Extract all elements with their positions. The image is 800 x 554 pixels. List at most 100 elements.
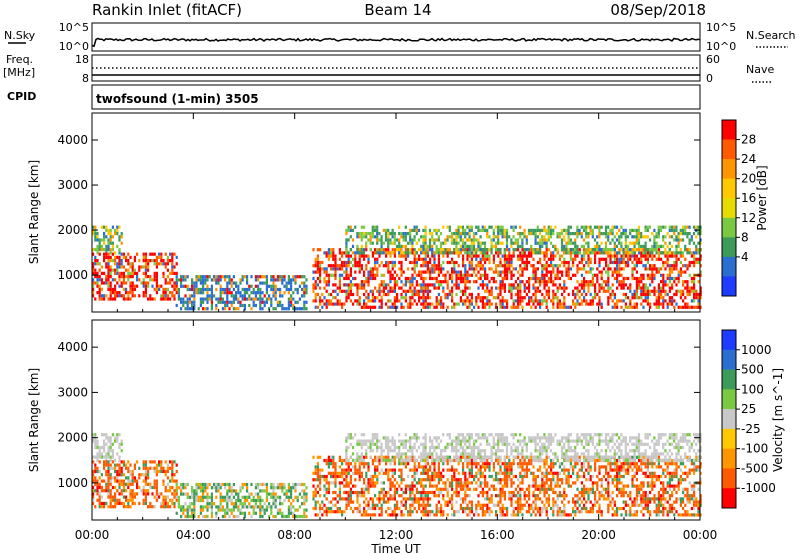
echo-cell bbox=[618, 257, 621, 261]
echo-cell bbox=[254, 486, 257, 490]
echo-cell bbox=[347, 254, 350, 258]
echo-cell bbox=[122, 479, 125, 483]
echo-cell bbox=[451, 286, 454, 290]
echo-cell bbox=[182, 284, 185, 288]
echo-cell bbox=[224, 307, 227, 311]
echo-cell bbox=[94, 433, 97, 437]
echo-cell bbox=[155, 479, 158, 483]
echo-cell bbox=[147, 469, 150, 474]
echo-cell bbox=[199, 300, 202, 304]
echo-cell bbox=[173, 265, 176, 269]
echo-cell bbox=[325, 506, 328, 511]
echo-cell bbox=[171, 252, 174, 256]
echo-cell bbox=[459, 273, 462, 277]
echo-cell bbox=[158, 463, 161, 467]
echo-cell bbox=[290, 287, 293, 292]
echo-cell bbox=[186, 495, 189, 499]
echo-cell bbox=[607, 280, 610, 284]
echo-cell bbox=[356, 283, 359, 287]
echo-cell bbox=[649, 273, 652, 277]
echo-cell bbox=[171, 255, 174, 259]
echo-cell bbox=[294, 489, 297, 493]
echo-cell bbox=[221, 482, 224, 487]
echo-cell bbox=[415, 273, 418, 277]
echo-cell bbox=[312, 299, 315, 303]
echo-cell bbox=[349, 299, 352, 303]
echo-cell bbox=[426, 260, 429, 265]
echo-cell bbox=[274, 307, 277, 311]
echo-cell bbox=[435, 506, 438, 511]
colorbar-tick-label: 12 bbox=[741, 211, 756, 225]
echo-cell bbox=[374, 494, 377, 498]
echo-cell bbox=[433, 283, 436, 287]
echo-cell bbox=[114, 271, 117, 275]
echo-cell bbox=[431, 270, 434, 274]
echo-cell bbox=[411, 500, 414, 504]
echo-cell bbox=[356, 292, 359, 297]
echo-cell bbox=[290, 297, 293, 301]
echo-cell bbox=[695, 235, 698, 239]
echo-cell bbox=[265, 492, 268, 496]
echo-cell bbox=[532, 267, 535, 271]
echo-cell bbox=[400, 481, 403, 485]
echo-cell bbox=[666, 264, 669, 268]
echo-cell bbox=[195, 284, 198, 288]
echo-cell bbox=[475, 296, 478, 300]
echo-cell bbox=[633, 267, 636, 271]
echo-cell bbox=[382, 289, 385, 293]
echo-cell bbox=[305, 492, 308, 496]
echo-cell bbox=[118, 294, 121, 298]
echo-cell bbox=[177, 498, 180, 503]
echo-cell bbox=[682, 283, 685, 287]
echo-cell bbox=[521, 257, 524, 261]
echo-cell bbox=[109, 287, 112, 291]
echo-cell bbox=[378, 254, 381, 258]
echo-cell bbox=[294, 300, 297, 304]
echo-cell bbox=[560, 241, 564, 245]
echo-cell bbox=[497, 292, 500, 297]
echo-cell bbox=[635, 289, 638, 293]
echo-cell bbox=[651, 257, 654, 261]
echo-cell bbox=[402, 244, 405, 248]
echo-cell bbox=[334, 471, 337, 475]
echo-cell bbox=[418, 283, 421, 287]
echo-cell bbox=[193, 281, 196, 285]
echo-cell bbox=[420, 248, 423, 252]
echo-cell bbox=[188, 294, 191, 298]
echo-cell bbox=[411, 468, 414, 472]
echo-cell bbox=[470, 273, 473, 277]
echo-cell bbox=[402, 251, 405, 255]
echo-cell bbox=[413, 478, 416, 482]
echo-cell bbox=[635, 257, 638, 261]
echo-cell bbox=[118, 492, 121, 496]
echo-cell bbox=[195, 482, 198, 487]
echo-cell bbox=[228, 300, 231, 304]
echo-cell bbox=[96, 458, 99, 462]
echo-cell bbox=[261, 482, 264, 487]
nsky-label: N.Sky bbox=[4, 29, 36, 42]
echo-cell bbox=[475, 257, 478, 261]
echo-cell bbox=[657, 254, 660, 258]
echo-cell bbox=[389, 462, 392, 466]
echo-cell bbox=[290, 300, 293, 304]
echo-cell bbox=[552, 296, 555, 300]
echo-cell bbox=[129, 281, 132, 285]
echo-cell bbox=[646, 235, 649, 239]
echo-cell bbox=[149, 275, 152, 279]
echo-cell bbox=[334, 260, 337, 265]
echo-cell bbox=[688, 273, 691, 277]
echo-cell bbox=[107, 476, 110, 480]
echo-cell bbox=[122, 281, 125, 285]
echo-cell bbox=[490, 248, 493, 252]
echo-cell bbox=[495, 302, 498, 306]
echo-cell bbox=[341, 474, 344, 479]
echo-cell bbox=[224, 486, 227, 490]
echo-cell bbox=[398, 232, 401, 236]
echo-cell bbox=[561, 260, 564, 265]
echo-cell bbox=[105, 482, 108, 486]
echo-cell bbox=[545, 251, 548, 255]
echo-cell bbox=[334, 490, 337, 495]
echo-cell bbox=[466, 251, 469, 255]
echo-cell bbox=[107, 482, 110, 486]
echo-cell bbox=[276, 287, 279, 292]
